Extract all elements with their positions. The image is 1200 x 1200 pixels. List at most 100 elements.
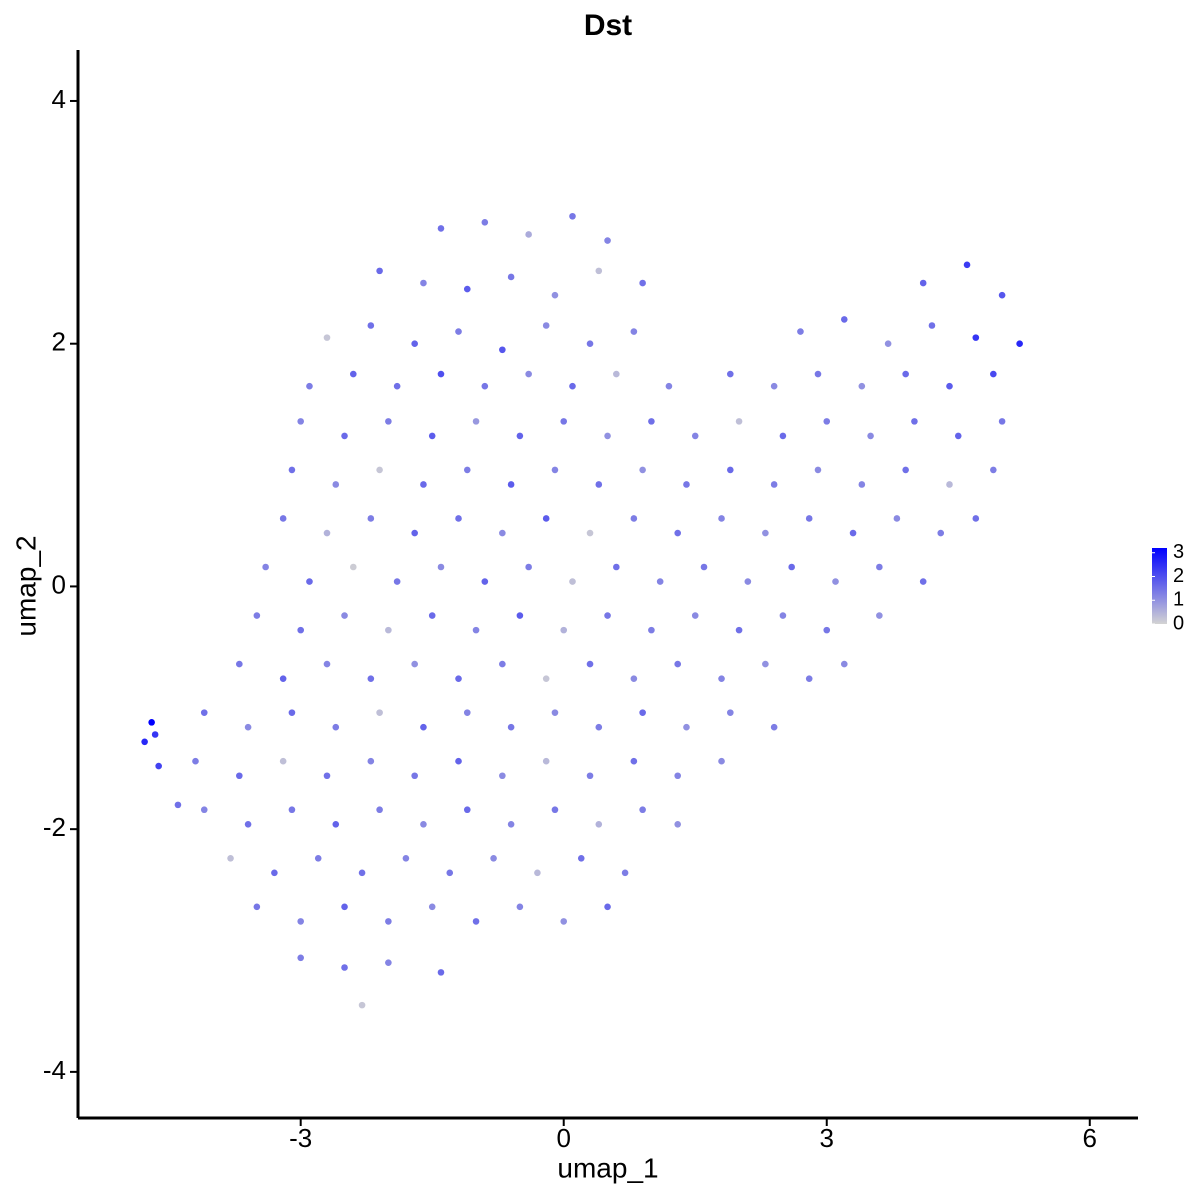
- point: [472, 918, 480, 925]
- point: [253, 903, 261, 911]
- point: [613, 563, 620, 571]
- point: [192, 757, 199, 765]
- point: [455, 757, 462, 765]
- point: [323, 772, 331, 780]
- point: [691, 432, 699, 440]
- point: [200, 709, 208, 716]
- point: [542, 322, 550, 329]
- point: [402, 854, 410, 862]
- point: [481, 578, 489, 585]
- point: [937, 529, 945, 537]
- point: [604, 237, 611, 244]
- point: [972, 334, 980, 341]
- point: [779, 612, 787, 619]
- point: [683, 481, 690, 488]
- point: [990, 370, 997, 378]
- point: [656, 578, 664, 585]
- point: [630, 328, 638, 335]
- point: [428, 903, 436, 911]
- point: [779, 432, 787, 440]
- point: [420, 279, 427, 287]
- point: [727, 709, 734, 716]
- point: [972, 515, 980, 522]
- point: [367, 322, 375, 329]
- colorbar-label: 1: [1173, 589, 1184, 611]
- point: [586, 340, 594, 348]
- x-tick-label: 0: [556, 1123, 570, 1153]
- x-tick-label: 3: [820, 1123, 834, 1153]
- point: [437, 563, 445, 571]
- point: [613, 370, 620, 378]
- point: [271, 869, 278, 877]
- point: [411, 340, 418, 348]
- point: [376, 709, 383, 716]
- x-tick-label: -3: [289, 1123, 312, 1153]
- point: [323, 529, 331, 537]
- point: [437, 370, 445, 378]
- point: [385, 959, 392, 966]
- point: [367, 515, 375, 522]
- point: [595, 267, 603, 275]
- point: [823, 418, 831, 425]
- point: [744, 578, 752, 585]
- point: [463, 466, 471, 474]
- point: [420, 481, 427, 488]
- point: [332, 723, 340, 731]
- point: [314, 854, 322, 862]
- colorbar-label: 2: [1173, 565, 1184, 587]
- point: [446, 869, 454, 877]
- point: [358, 869, 366, 877]
- point: [525, 231, 532, 238]
- point: [499, 529, 506, 537]
- point: [490, 854, 497, 862]
- point: [700, 563, 708, 571]
- point: [797, 328, 804, 335]
- point: [639, 806, 646, 814]
- point: [884, 340, 892, 348]
- y-tick-label: -4: [43, 1055, 66, 1085]
- point: [560, 626, 568, 634]
- point: [297, 626, 304, 634]
- point: [586, 772, 594, 780]
- point: [946, 382, 953, 390]
- point: [840, 660, 848, 668]
- point: [367, 757, 375, 765]
- point: [297, 954, 304, 962]
- point: [814, 466, 822, 474]
- point: [463, 285, 471, 293]
- point: [630, 757, 638, 765]
- point: [499, 346, 506, 354]
- point: [155, 762, 162, 770]
- point: [928, 322, 936, 329]
- point: [542, 757, 550, 765]
- point: [648, 418, 655, 425]
- colorbar: [1152, 548, 1167, 624]
- point: [463, 806, 471, 814]
- point: [148, 719, 155, 726]
- point: [481, 219, 489, 226]
- point: [323, 660, 331, 668]
- y-axis-label: umap_2: [10, 535, 41, 636]
- point: [674, 529, 682, 537]
- point: [244, 723, 252, 731]
- point: [455, 675, 462, 682]
- point: [604, 903, 611, 911]
- point: [376, 466, 383, 474]
- point: [262, 563, 269, 571]
- point: [481, 382, 489, 390]
- point: [253, 612, 261, 619]
- point: [639, 709, 646, 716]
- point: [499, 660, 506, 668]
- point: [919, 279, 927, 287]
- point: [595, 481, 603, 488]
- point: [998, 291, 1006, 299]
- point: [665, 382, 673, 390]
- point: [630, 515, 638, 522]
- point: [551, 291, 559, 299]
- point: [639, 466, 646, 474]
- point: [832, 578, 839, 585]
- point: [306, 578, 313, 585]
- point: [428, 432, 436, 440]
- point: [516, 432, 524, 440]
